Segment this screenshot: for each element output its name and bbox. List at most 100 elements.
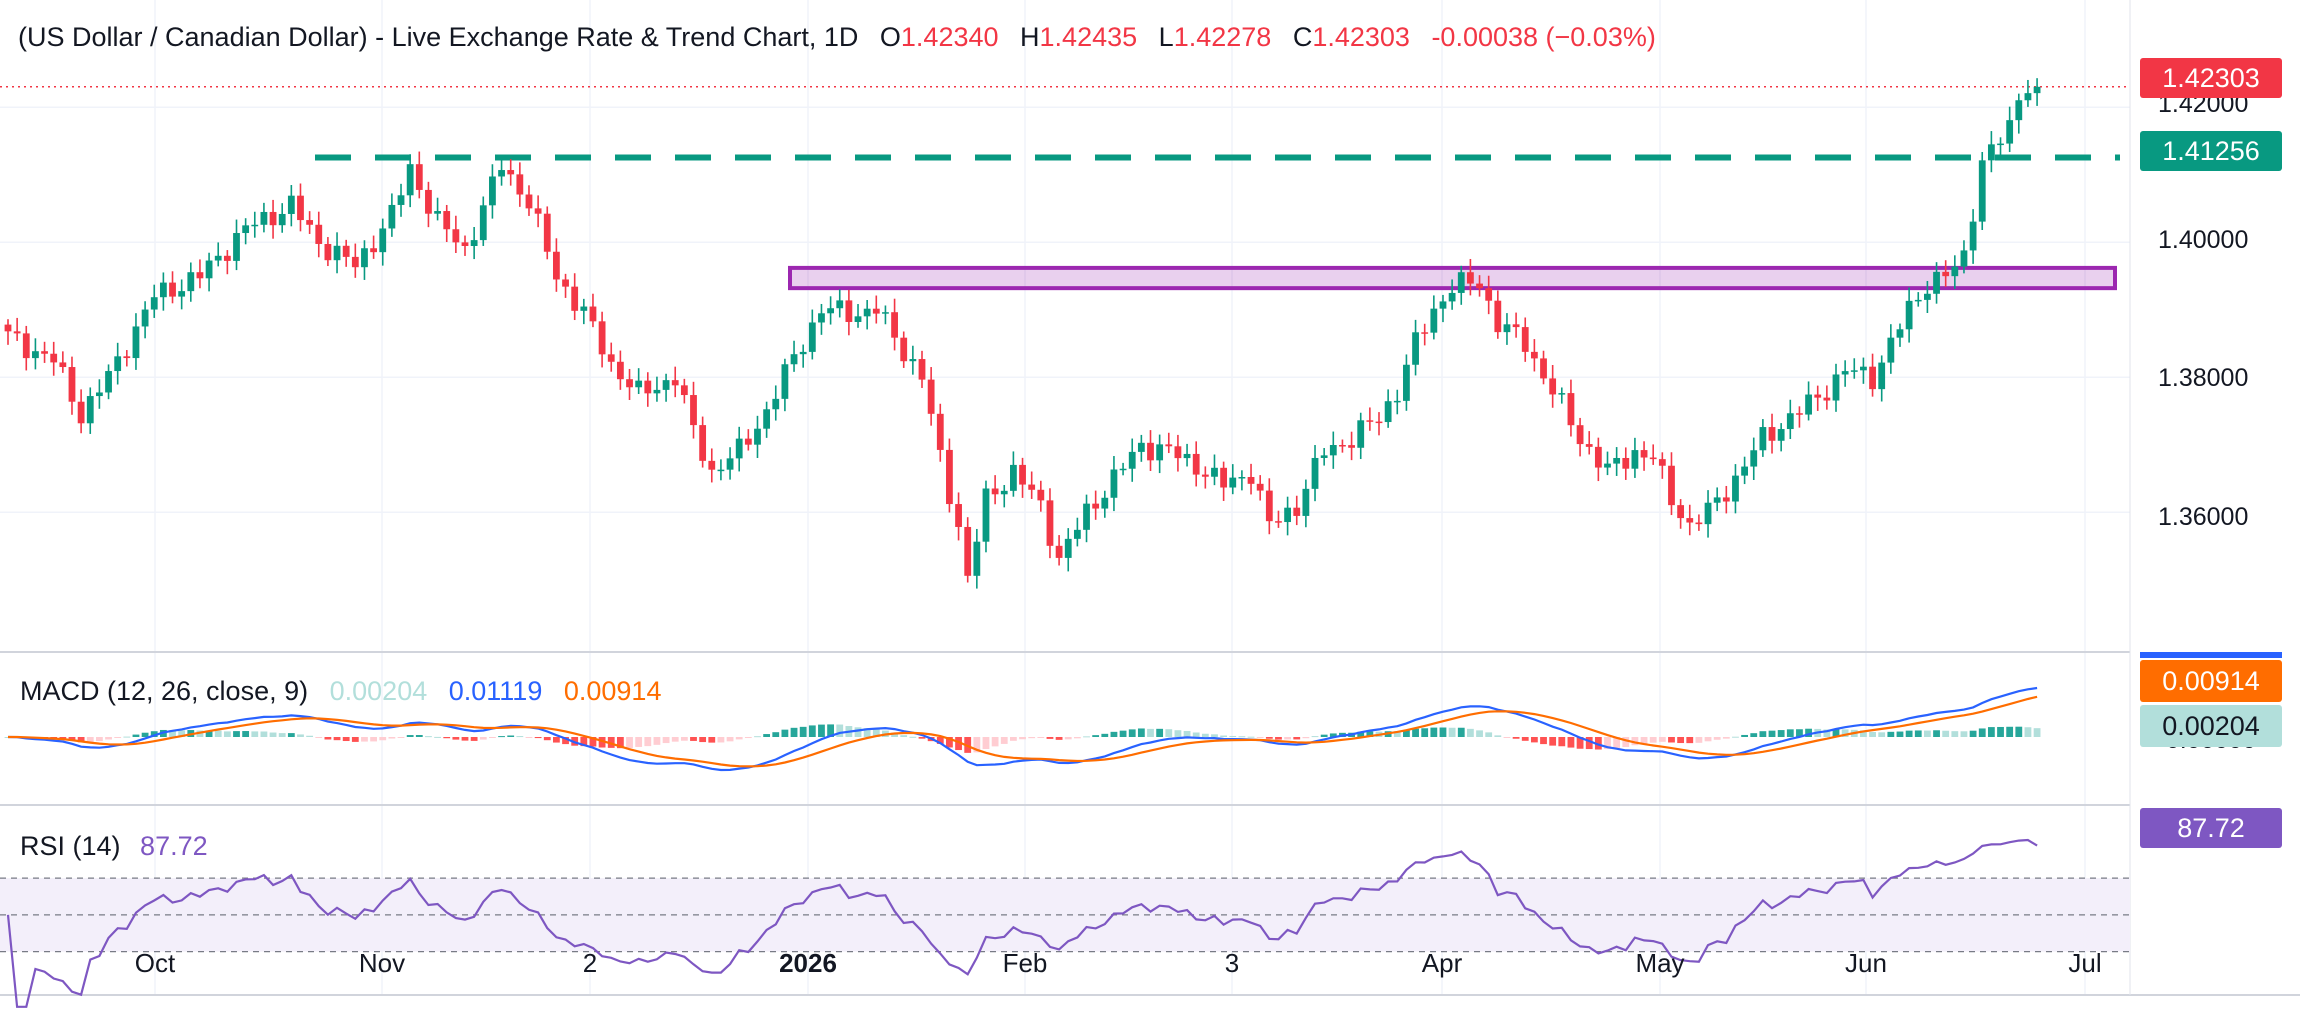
macd-hist-bar [1914, 730, 1922, 737]
macd-hist-bar [1732, 736, 1739, 738]
macd-hist-bar [1951, 731, 1959, 737]
candle-body [434, 211, 441, 214]
macd-hist-bar [717, 737, 725, 743]
candle-body [1384, 401, 1392, 423]
candle-body [1704, 502, 1712, 525]
candle-body [699, 425, 707, 461]
candle-body [1668, 465, 1675, 506]
macd-hist-bar [818, 724, 825, 737]
macd-hist-bar [936, 737, 944, 744]
candle-body [671, 380, 679, 386]
candle-body [1658, 459, 1666, 466]
candle-body [397, 195, 405, 205]
candle-body [1494, 300, 1502, 333]
macd-hist-bar [781, 729, 789, 737]
macd-hist-bar [982, 737, 990, 750]
macd-hist-bar [1183, 730, 1191, 737]
candle-body [1521, 327, 1529, 352]
candle-body [918, 359, 926, 380]
macd-hist-bar [763, 734, 771, 737]
macd-hist-bar [1010, 737, 1017, 741]
candle-body [507, 170, 515, 175]
macd-hist-bar [2006, 726, 2014, 737]
low-value: 1.42278 [1174, 22, 1272, 52]
macd-hist-bar [2024, 727, 2032, 737]
candle-body [1357, 420, 1365, 448]
candle-body [169, 282, 176, 297]
candle-body [1311, 457, 1319, 489]
time-label: 2026 [779, 948, 837, 978]
candle-body [1229, 477, 1237, 488]
candle-body [1905, 300, 1913, 330]
candle-body [1942, 271, 1950, 277]
macd-hist-bar [1128, 729, 1136, 737]
macd-hist-bar [205, 730, 213, 737]
candle-body [726, 458, 734, 470]
macd-hist-bar [388, 737, 396, 739]
candle-body [1677, 505, 1685, 519]
candle-body [132, 326, 140, 359]
candle-body [205, 260, 213, 279]
candle-body [1046, 500, 1054, 546]
candle-body [991, 488, 999, 495]
macd-hist-bar [1677, 737, 1685, 744]
macd-hist-bar [1722, 737, 1730, 739]
candle-body [1997, 143, 2004, 146]
macd-hist-bar [955, 737, 962, 751]
macd-hist-bar [744, 737, 752, 739]
macd-hist-bar [1421, 728, 1429, 737]
candle-body [461, 242, 469, 246]
candle-body [854, 316, 862, 322]
rsi-badge: 87.72 [2140, 808, 2282, 848]
candle-body [982, 488, 990, 542]
candle-body [790, 354, 798, 365]
candle-body [379, 228, 387, 253]
macd-hist-bar [150, 731, 158, 737]
open-label: O [880, 22, 901, 52]
candle-body [1055, 545, 1063, 558]
macd-hist-bar [708, 737, 716, 743]
macd-hist-badge: 0.00204 [2162, 711, 2260, 741]
candle-body [2015, 100, 2023, 121]
macd-hist-bar [616, 737, 624, 749]
candle-body [1265, 490, 1273, 522]
candle-body [1174, 446, 1182, 459]
candle-body [534, 208, 542, 214]
macd-hist-bar [452, 737, 460, 740]
candle-body [1019, 464, 1026, 485]
macd-hist-bar [1567, 737, 1575, 748]
candle-body [763, 409, 771, 429]
candle-body [1238, 477, 1246, 479]
candle-body [626, 379, 633, 388]
macd-hist-bar [1137, 728, 1145, 737]
candle-body [1101, 497, 1109, 509]
macd-hist-bar [1613, 737, 1621, 748]
candle-body [1805, 394, 1812, 415]
macd-hist-bar [909, 736, 917, 738]
macd-hist-bar [68, 737, 76, 741]
candle-body [1348, 445, 1355, 448]
candle-body [479, 205, 487, 241]
candle-body [1201, 474, 1209, 477]
candle-body [105, 371, 112, 393]
candle-body [1192, 453, 1200, 475]
macd-hist-bar [278, 733, 286, 737]
candle-body [900, 337, 908, 362]
macd-hist-bar [1978, 728, 1986, 737]
candle-body [388, 204, 396, 229]
candle-body [1567, 393, 1575, 426]
macd-hist-bar [342, 737, 350, 742]
macd-hist-bar [306, 735, 314, 737]
macd-hist-bar [269, 732, 277, 737]
candle-body [489, 176, 496, 206]
candle-body [589, 306, 597, 322]
macd-hist-bar [114, 737, 122, 738]
candle-body [1211, 467, 1218, 477]
candle-body [1576, 425, 1584, 445]
candle-body [342, 245, 350, 257]
macd-hist-bar [2015, 726, 2023, 737]
macd-hist-bar [891, 732, 898, 737]
candle-body [1540, 358, 1547, 379]
candle-body [4, 324, 12, 332]
